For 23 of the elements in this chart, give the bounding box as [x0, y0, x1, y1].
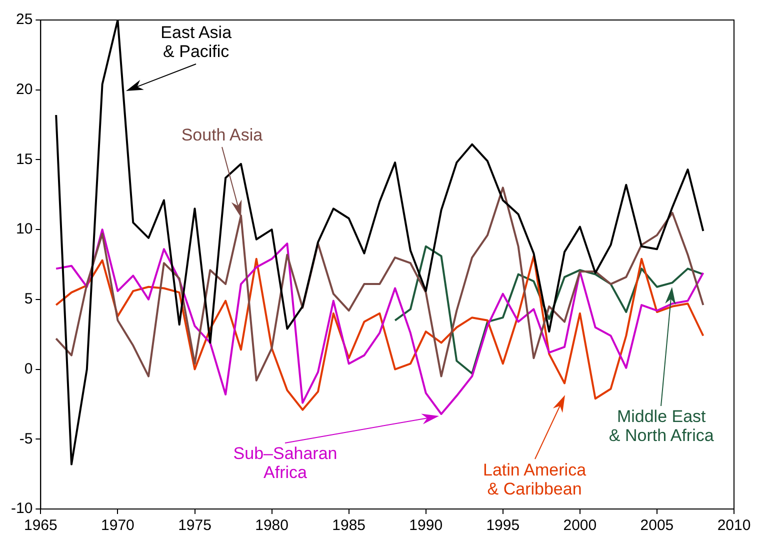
text: Middle East & North Africa: [608, 406, 714, 445]
text: South Asia: [181, 125, 264, 144]
y-tick-label: -5: [19, 430, 33, 448]
y-tick-label: 10: [16, 220, 33, 238]
y-tick-label: 20: [16, 81, 33, 98]
x-tick-label: 1995: [486, 517, 520, 534]
x-tick-label: 1975: [178, 517, 212, 534]
x-tick-label: 1965: [24, 517, 58, 534]
x-tick-label: 1980: [255, 517, 288, 534]
y-tick-label: 0: [24, 360, 33, 378]
y-tick-label: 5: [24, 290, 33, 308]
x-tick-label: 2005: [640, 517, 674, 534]
x-tick-label: 1990: [409, 517, 443, 534]
x-tick-label: 2000: [563, 517, 597, 534]
y-tick-label: 15: [16, 150, 33, 168]
x-tick-label: 1970: [101, 517, 134, 534]
y-tick-label: -10: [10, 500, 33, 518]
text: Sub–Saharan Africa: [233, 444, 338, 482]
x-tick-label: 2010: [717, 517, 751, 534]
y-tick-label: 25: [16, 11, 33, 28]
x-tick-label: 1985: [332, 517, 366, 534]
text: East Asia & Pacific: [160, 23, 232, 62]
text: Latin America & Caribbean: [483, 460, 587, 498]
